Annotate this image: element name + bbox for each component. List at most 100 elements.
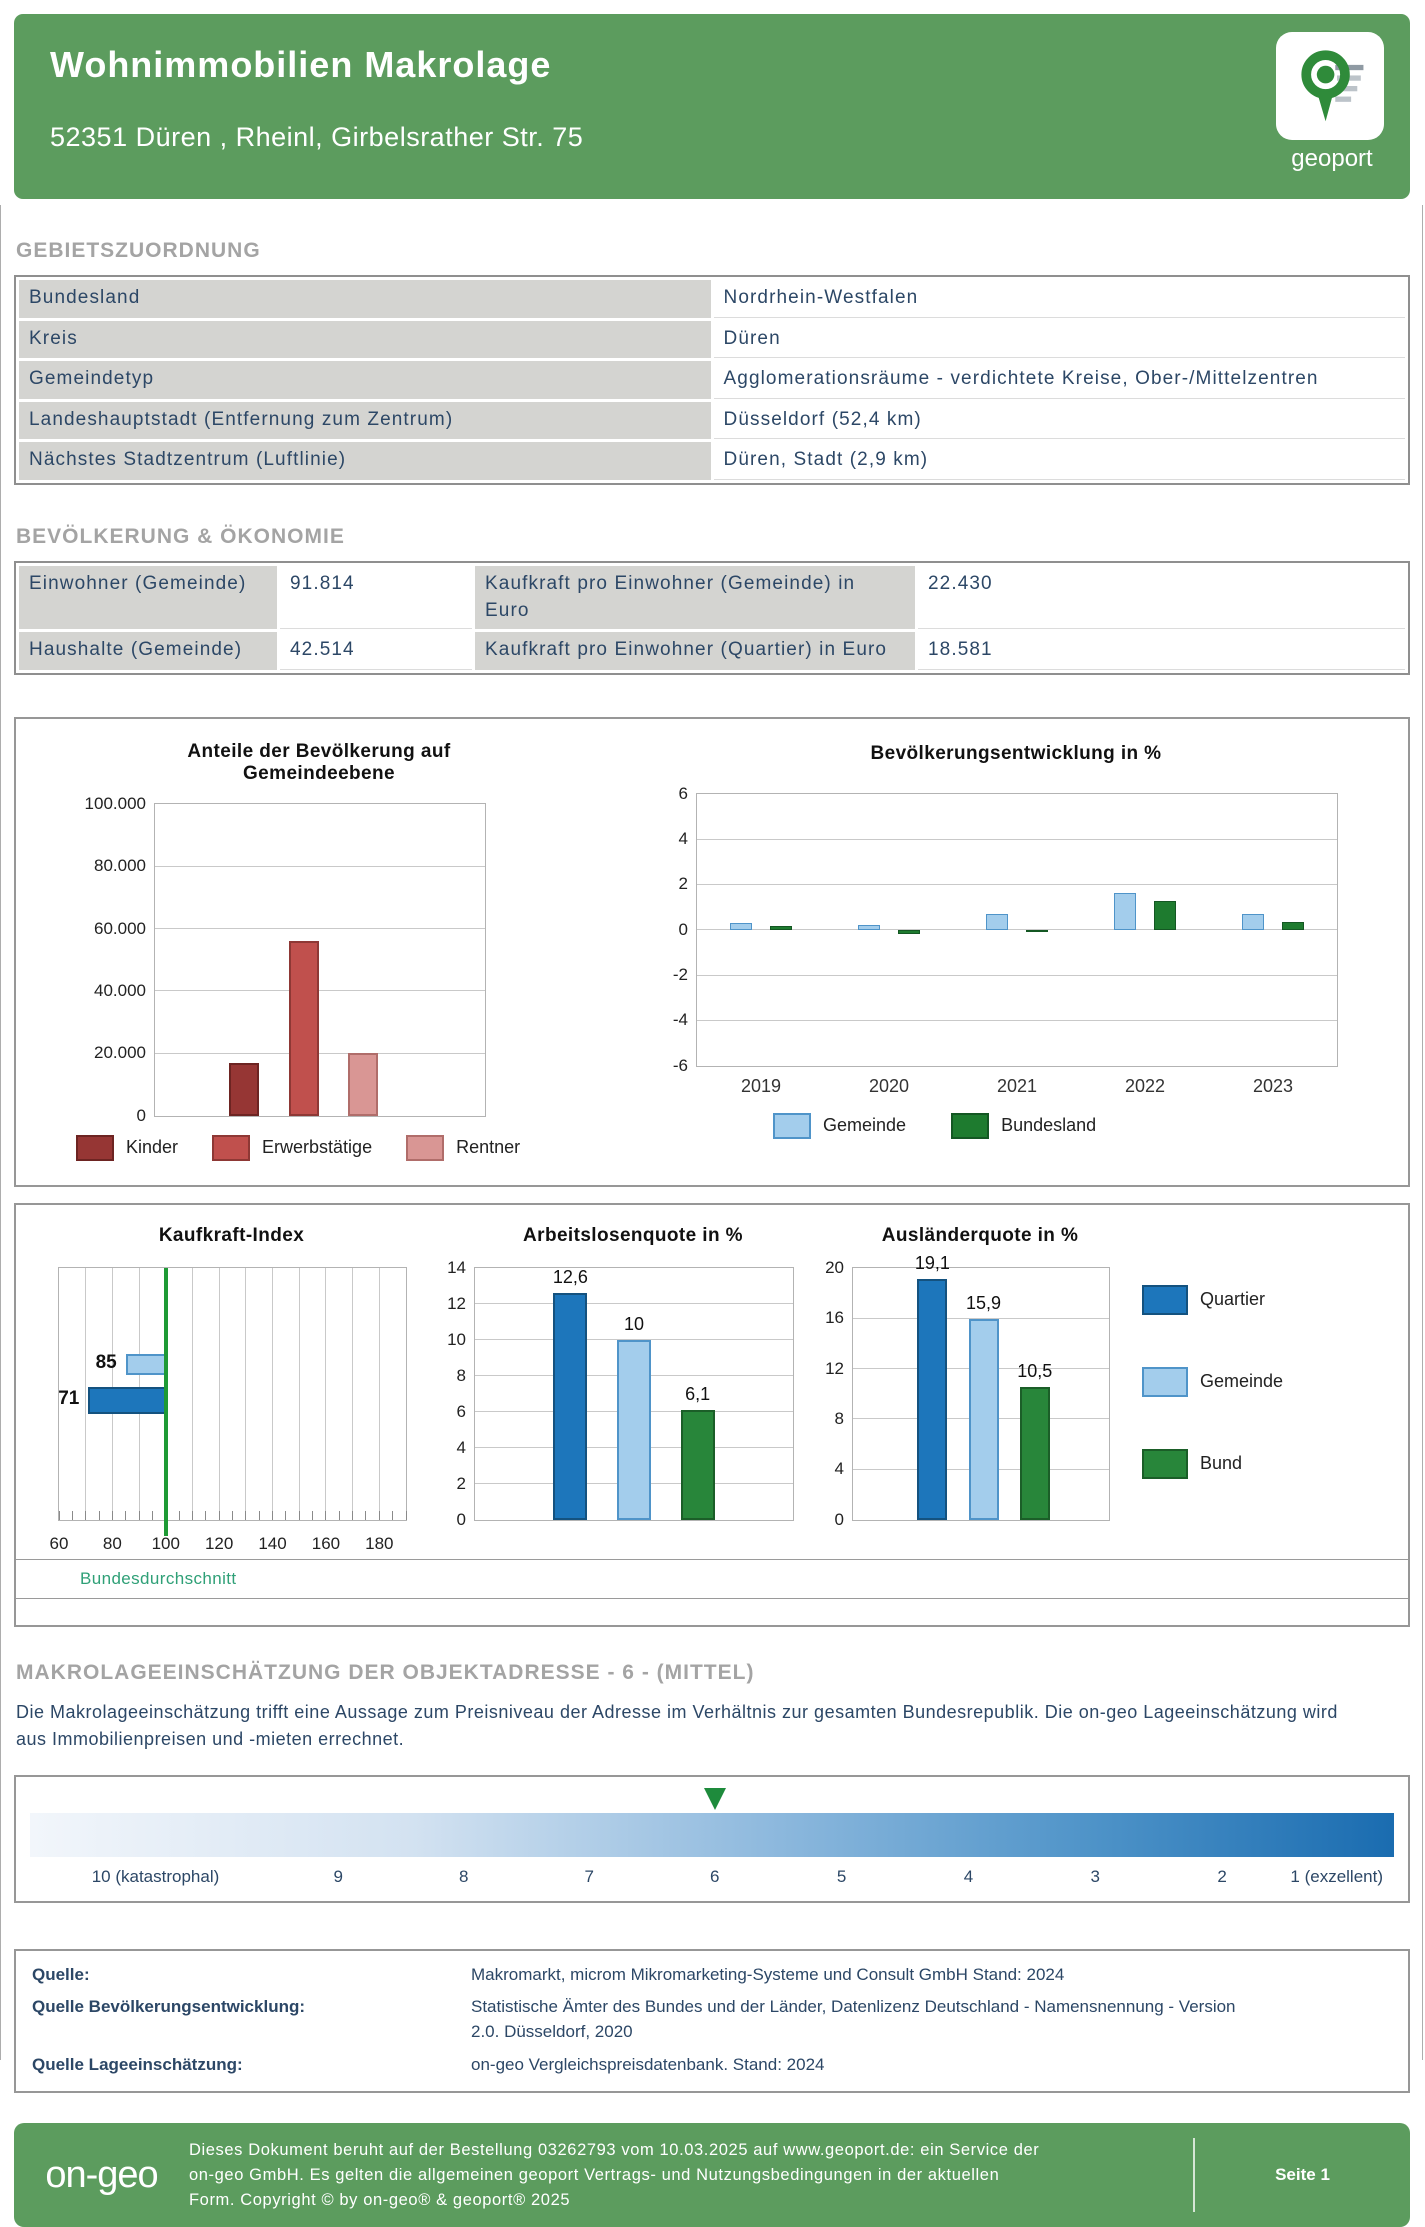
source-label: Quelle:: [32, 1964, 90, 1984]
arbeitslosenquote-chart: Arbeitslosenquote in % 0 2 4 6 8 10 12 14 12,6 10…: [436, 1219, 808, 1529]
legend-label: Kinder: [126, 1137, 179, 1158]
rating-scale-labels: 10 (katastrophal) 9 8 7 6 5 4 3 2 1 (exzellent): [30, 1857, 1394, 1893]
section-heading-makrolage: MAKROLAGEEINSCHÄTZUNG DER OBJEKTADRESSE …: [16, 1660, 755, 1684]
row-label: Kaufkraft pro Einwohner (Quartier) in Eu…: [475, 632, 915, 670]
population-shares-legend: Kinder Erwerbstätige Rentner: [76, 1134, 520, 1161]
makrolage-description: Die Makrolageeinschätzung trifft eine Au…: [16, 1701, 1338, 1749]
ongeo-logo: on-geo: [45, 2153, 158, 2196]
geoport-pin-icon: [1276, 32, 1384, 140]
chart-title: Ausländerquote in %: [881, 1224, 1079, 1246]
legend-item: Gemeinde: [773, 1112, 907, 1139]
rating-scale-panel: 10 (katastrophal) 9 8 7 6 5 4 3 2 1 (exzellent): [14, 1774, 1410, 1903]
legend-label: Gemeinde: [1200, 1371, 1284, 1392]
bundesdurchschnitt-reference-line: [163, 1267, 168, 1536]
legend-item: Bundesland: [951, 1112, 1096, 1139]
row-label: Nächstes Stadtzentrum (Luftlinie): [19, 442, 711, 480]
source-value: Statistische Ämter des Bundes und der Lä…: [471, 1997, 1236, 2042]
row-label: Einwohner (Gemeinde): [19, 565, 277, 630]
chart-title: Anteile der Bevölkerung auf Gemeindeeben…: [187, 740, 451, 784]
legend-item: Erwerbstätige: [212, 1134, 373, 1161]
kaufkraft-index-chart: Kaufkraft-Index 85 71 60 80 100 120 140 160 180: [16, 1219, 436, 1553]
rating-marker-icon: [703, 1787, 726, 1810]
row-label: Landeshauptstadt (Entfernung zum Zentrum…: [19, 401, 711, 440]
scale-label: 4: [963, 1866, 974, 1886]
table-row: Haushalte (Gemeinde) 42.514 Kaufkraft pr…: [19, 632, 1405, 670]
scale-label: 8: [459, 1866, 469, 1886]
row-label: Kreis: [19, 320, 711, 359]
population-development-chart: Bevölkerungsentwicklung in % -6 -4 -2 0 2 4 6 2…: [648, 741, 1398, 1161]
page-footer: on-geo Dieses Dokument beruht auf der Be…: [14, 2123, 1410, 2227]
row-label: Bundesland: [19, 280, 711, 318]
scale-label: 9: [333, 1866, 343, 1886]
bundesdurchschnitt-legend: Bundesdurchschnitt: [16, 1558, 1408, 1599]
scale-label: 6: [709, 1866, 720, 1886]
legend-label: Gemeinde: [823, 1115, 907, 1136]
population-charts-panel: Anteile der Bevölkerung auf Gemeindeeben…: [14, 716, 1410, 1187]
geoport-logo: geoport: [1276, 32, 1388, 173]
sources-panel: Quelle: Makromarkt, microm Mikromarketin…: [14, 1948, 1410, 2094]
source-row: Quelle Lageeinschätzung: on-geo Vergleic…: [16, 2049, 1408, 2082]
arbeitslosenquote-plot: 0 2 4 6 8 10 12 14 12,6 10 6,1: [447, 1258, 794, 1529]
section-heading-bevoelkerung: BEVÖLKERUNG & ÖKONOMIE: [16, 524, 345, 548]
page-title: Wohnimmobilien Makrolage: [50, 44, 552, 85]
scale-label: 3: [1090, 1866, 1101, 1886]
scale-label: 10 (katastrophal): [91, 1866, 220, 1886]
auslaenderquote-plot: 0 4 8 12 16 20 19,1 15,9 10,5: [825, 1253, 1110, 1529]
report-header: Wohnimmobilien Makrolage 52351 Düren , R…: [14, 14, 1410, 199]
legend-item: Kinder: [76, 1134, 179, 1161]
rating-gradient-bar: [30, 1812, 1394, 1857]
population-development-plot: -6 -4 -2 0 2 4 6 2019 2020 2021 2022 2023: [673, 784, 1338, 1096]
population-shares-plot: 0 20.000 40.000 60.000 80.000 100.000: [85, 794, 486, 1125]
source-value: on-geo Vergleichspreisdatenbank. Stand: …: [471, 2054, 825, 2074]
footer-divider: [1193, 2138, 1195, 2213]
footer-disclaimer: Dieses Dokument beruht auf der Bestellun…: [189, 2141, 1040, 2209]
table-row: Nächstes Stadtzentrum (Luftlinie) Düren,…: [19, 442, 1405, 480]
row-value: 91.814: [280, 565, 472, 630]
row-value: Nordrhein-Westfalen: [713, 280, 1405, 318]
page-left-border: [0, 205, 1, 2060]
row-value: 22.430: [918, 565, 1405, 630]
table-row: Bundesland Nordrhein-Westfalen: [19, 280, 1405, 318]
table-row: Kreis Düren: [19, 320, 1405, 359]
scale-label: 7: [584, 1866, 594, 1886]
auslaenderquote-chart: Ausländerquote in % 0 4 8 12 16 20 19,1 15,9 10,…: [808, 1219, 1120, 1529]
row-value: 42.514: [280, 632, 472, 670]
legend-item: Rentner: [406, 1134, 520, 1161]
legend-item: Gemeinde: [1142, 1366, 1408, 1397]
scale-label: 1 (exzellent): [1290, 1866, 1384, 1886]
table-row: Einwohner (Gemeinde) 91.814 Kaufkraft pr…: [19, 565, 1405, 630]
scale-label: 2: [1217, 1866, 1227, 1886]
row-label: Gemeindetyp: [19, 361, 711, 399]
row-value: Düsseldorf (52,4 km): [713, 401, 1405, 440]
source-row: Quelle Bevölkerungsentwicklung: Statisti…: [16, 1991, 1408, 2048]
source-label: Quelle Bevölkerungsentwicklung:: [32, 1997, 306, 2017]
row-label: Haushalte (Gemeinde): [19, 632, 277, 670]
legend-label: Quartier: [1200, 1289, 1266, 1310]
chart-title: Arbeitslosenquote in %: [523, 1224, 743, 1246]
gebietszuordnung-table: Bundesland Nordrhein-Westfalen Kreis Dür…: [14, 275, 1410, 485]
row-value: 18.581: [918, 632, 1405, 670]
bevoelkerung-table: Einwohner (Gemeinde) 91.814 Kaufkraft pr…: [14, 560, 1410, 675]
chart-title: Kaufkraft-Index: [158, 1224, 305, 1246]
population-development-legend: Gemeinde Bundesland: [773, 1112, 1398, 1139]
legend-item: Bund: [1142, 1448, 1408, 1479]
legend-label: Erwerbstätige: [262, 1137, 373, 1158]
quota-charts-panel: Kaufkraft-Index 85 71 60 80 100 120 140 160 180 …: [14, 1202, 1410, 1627]
source-label: Quelle Lageeinschätzung:: [32, 2054, 243, 2074]
legend-label: Bund: [1200, 1453, 1243, 1474]
row-value: Agglomerationsräume - verdichtete Kreise…: [713, 361, 1405, 399]
page-number: Seite 1: [1275, 2165, 1330, 2185]
row-value: Düren, Stadt (2,9 km): [713, 442, 1405, 480]
section-heading-gebietszuordnung: GEBIETSZUORDNUNG: [16, 239, 261, 262]
row-value: Düren: [713, 320, 1405, 359]
chart-title: Bevölkerungsentwicklung in %: [870, 742, 1162, 764]
rating-marker-row: [30, 1785, 1394, 1813]
source-value: Makromarkt, microm Mikromarketing-System…: [471, 1964, 1065, 1984]
page-right-border: [1422, 205, 1423, 2060]
kaufkraft-index-plot: 85 71 60 80 100 120 140 160 180: [50, 1266, 407, 1553]
scale-label: 5: [836, 1866, 847, 1886]
source-row: Quelle: Makromarkt, microm Mikromarketin…: [16, 1959, 1408, 1992]
quota-charts-legend: Quartier Gemeinde Bund: [1120, 1219, 1408, 1521]
table-row: Gemeindetyp Agglomerationsräume - verdic…: [19, 361, 1405, 399]
